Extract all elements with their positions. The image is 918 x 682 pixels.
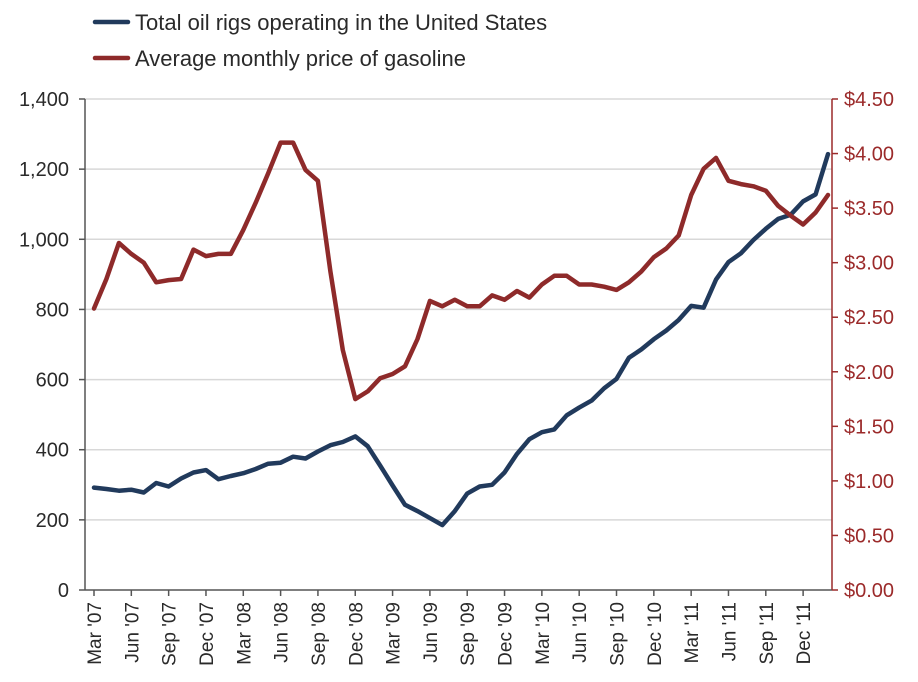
right-tick-label: $4.50 (844, 89, 894, 111)
right-tick-label: $0.50 (844, 525, 894, 547)
oil-rigs-series-line (91, 151, 831, 528)
x-tick-label: Sep '11 (757, 602, 778, 664)
x-tick-label: Mar '08 (234, 602, 255, 665)
left-axis-ticks: 0 200 400 600 800 1,000 1,200 1,400 (19, 89, 85, 602)
series-lines (91, 140, 831, 528)
x-tick-label: Jun '11 (719, 602, 740, 661)
legend-oil-rigs-label: Total oil rigs operating in the United S… (135, 10, 547, 35)
x-tick-label: Jun '09 (421, 602, 442, 663)
left-tick-label: 0 (58, 580, 69, 602)
right-tick-label: $2.00 (844, 362, 894, 384)
x-tick-label: Sep '10 (608, 602, 629, 666)
right-tick-label: $2.50 (844, 307, 894, 329)
left-tick-label: 400 (36, 440, 69, 462)
gasoline-price-series-line (91, 140, 831, 402)
x-tick-label: Dec '10 (645, 602, 666, 666)
legend: Total oil rigs operating in the United S… (92, 10, 547, 71)
x-tick-label: Dec '11 (794, 602, 815, 664)
legend-gasoline-price-label: Average monthly price of gasoline (135, 46, 466, 71)
right-tick-label: $1.00 (844, 471, 894, 493)
x-tick-label: Sep '09 (458, 602, 479, 666)
left-tick-label: 600 (36, 370, 69, 392)
x-tick-label: Dec '09 (496, 602, 517, 666)
left-tick-label: 1,400 (19, 89, 69, 111)
x-tick-label: Dec '07 (197, 602, 218, 666)
x-tick-label: Dec '08 (346, 602, 367, 666)
x-tick-label: Jun '07 (122, 602, 143, 663)
left-tick-label: 200 (36, 510, 69, 532)
left-tick-label: 1,200 (19, 159, 69, 181)
right-tick-label: $1.50 (844, 416, 894, 438)
right-tick-label: $4.00 (844, 144, 894, 166)
right-tick-label: $3.50 (844, 198, 894, 220)
left-tick-label: 1,000 (19, 229, 69, 251)
right-tick-label: $0.00 (844, 580, 894, 602)
x-tick-label: Mar '09 (384, 602, 405, 665)
x-tick-label: Sep '07 (160, 602, 181, 666)
x-tick-label: Jun '08 (272, 602, 293, 663)
x-tick-label: Mar '10 (533, 602, 554, 665)
x-tick-label: Sep '08 (309, 602, 330, 666)
axes (84, 99, 833, 591)
x-tick-label: Jun '10 (570, 602, 591, 663)
gridlines (85, 98, 832, 521)
left-tick-label: 800 (36, 299, 69, 321)
x-axis-ticks: Mar '07 Jun '07 Sep '07 Dec '07 Mar '08 Jun '… (85, 590, 815, 666)
x-tick-label: Mar '07 (85, 602, 106, 665)
right-axis-ticks: $0.00 $0.50 $1.00 $1.50 $2.00 $2.50 $3.00 $3.50… (832, 89, 894, 602)
right-tick-label: $3.00 (844, 253, 894, 275)
x-tick-label: Mar '11 (682, 602, 703, 663)
